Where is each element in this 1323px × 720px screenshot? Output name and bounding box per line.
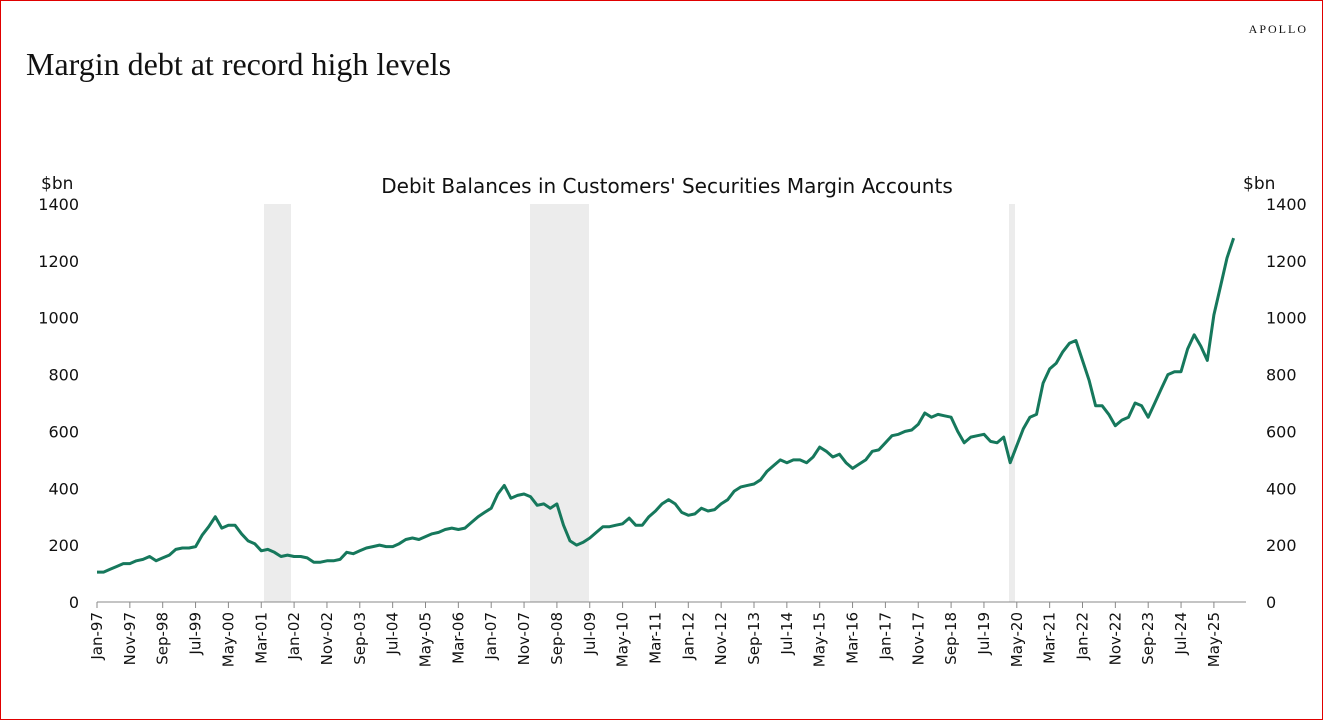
recession-band [1009,204,1015,602]
y2-tick-label: 400 [1266,479,1297,498]
y2-axis-label: $bn [1243,174,1275,194]
x-tick-label: May-15 [811,612,829,667]
page-title: Margin debt at record high levels [26,46,451,82]
x-tick-label: May-10 [614,612,632,667]
x-tick-label: May-20 [1008,612,1026,667]
x-tick-label: Sep-18 [942,612,960,665]
x-tick-label: Nov-17 [909,612,927,665]
x-tick-label: Jan-07 [482,612,500,661]
y-tick-label: 200 [48,536,79,555]
y-tick-label: 600 [48,422,79,441]
y2-tick-label: 1400 [1266,195,1307,214]
y2-tick-label: 800 [1266,366,1297,385]
x-tick-label: Mar-06 [449,612,467,664]
x-tick-label: Nov-12 [712,612,730,665]
x-tick-label: Nov-07 [515,612,533,665]
x-tick-label: Sep-03 [351,612,369,665]
x-tick-label: Mar-16 [844,612,862,664]
y-tick-label: 0 [69,593,79,612]
y-tick-label: 1200 [38,252,79,271]
recession-band [264,204,291,602]
x-tick-label: Nov-97 [121,612,139,665]
data-line [97,237,1236,574]
x-tick-label: Mar-01 [252,612,270,664]
y-tick-label: 1400 [38,195,79,214]
x-tick-label: Jan-02 [285,612,303,661]
x-tick-label: Sep-23 [1139,612,1157,665]
y2-tick-label: 200 [1266,536,1297,555]
x-tick-label: May-00 [219,612,237,667]
y2-tick-label: 0 [1266,593,1276,612]
y-tick-label: 800 [48,366,79,385]
x-tick-label: Jan-17 [876,612,894,661]
x-tick-label: Jul-14 [778,612,796,656]
brand: APOLLO [1249,22,1308,36]
y-tick-label: 400 [48,479,79,498]
y2-tick-label: 1200 [1266,252,1307,271]
x-tick-label: Jan-12 [679,612,697,661]
x-tick-label: Nov-22 [1106,612,1124,665]
y2-tick-label: 600 [1266,422,1297,441]
x-tick-label: Jul-99 [187,612,205,656]
recession-band [530,204,589,602]
x-tick-label: Jan-97 [88,612,106,661]
x-tick-label: Mar-21 [1041,612,1059,664]
x-tick-label: Nov-02 [318,612,336,665]
chart-title: Debit Balances in Customers' Securities … [381,174,952,198]
x-tick-label: Jul-04 [384,612,402,656]
x-tick-label: Jan-22 [1074,612,1092,661]
x-tick-label: May-05 [417,612,435,667]
x-tick-label: Sep-08 [548,612,566,665]
x-tick-label: Jul-24 [1172,612,1190,656]
x-tick-label: Jul-09 [581,612,599,656]
y2-tick-label: 1000 [1266,309,1307,328]
y-axis-label: $bn [41,174,73,194]
x-tick-label: Jul-19 [975,612,993,656]
x-tick-label: May-25 [1205,612,1223,667]
x-tick-label: Mar-11 [646,612,664,664]
x-tick-label: Sep-98 [154,612,172,665]
y-tick-label: 1000 [38,309,79,328]
x-tick-label: Sep-13 [745,612,763,665]
